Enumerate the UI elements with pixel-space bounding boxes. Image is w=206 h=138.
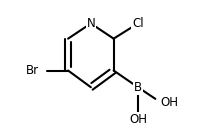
Text: B: B [134,81,142,94]
Text: Cl: Cl [132,17,144,30]
Text: OH: OH [161,96,179,109]
Text: N: N [87,17,95,30]
Text: Br: Br [26,64,39,77]
Text: OH: OH [129,113,147,126]
